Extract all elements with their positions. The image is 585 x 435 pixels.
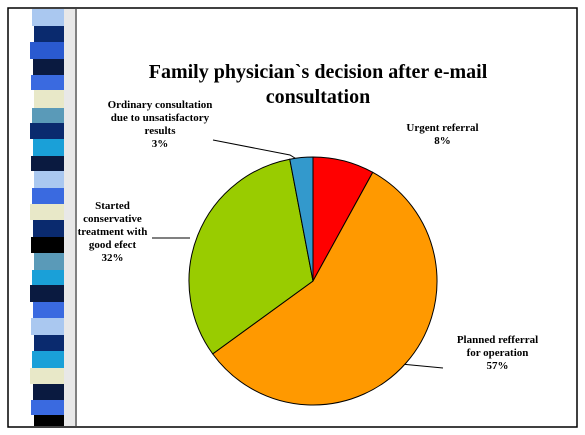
slice-label: Planned refferral for operation 57% — [450, 334, 545, 373]
value-label: 3% — [151, 138, 169, 150]
pie-slice — [188, 158, 314, 355]
slice-label: Started conservative treatment with good… — [70, 200, 155, 265]
category-label: Urgent referral — [406, 122, 479, 134]
slice-label: Urgent referral 8% — [385, 122, 500, 148]
pie-slice — [289, 156, 314, 282]
category-label: Ordinary consultation due to unsatisfact… — [107, 99, 213, 137]
category-label: Planned refferral for operation — [456, 334, 539, 359]
decor-strip — [30, 9, 77, 426]
pie-slice — [211, 171, 438, 406]
chart-title: Family physician`s decision after e-mail… — [148, 61, 488, 108]
value-label: 32% — [101, 252, 124, 264]
category-label: Started conservative treatment with good… — [77, 200, 148, 251]
value-label: 57% — [486, 360, 509, 372]
value-label: 8% — [434, 135, 451, 147]
slice-label: Ordinary consultation due to unsatisfact… — [100, 99, 220, 151]
